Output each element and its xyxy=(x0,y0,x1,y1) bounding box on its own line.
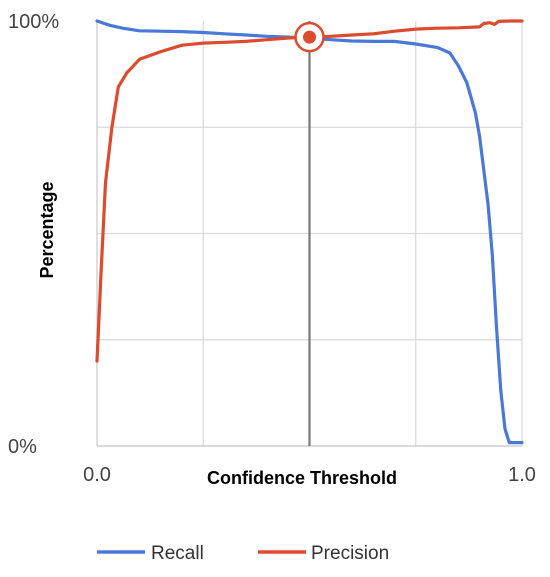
legend-label-recall: Recall xyxy=(151,543,204,564)
marker-layer xyxy=(294,21,325,53)
x-tick-label-0: 0.0 xyxy=(83,464,111,486)
legend: Recall Precision xyxy=(97,543,389,564)
x-axis-title: Confidence Threshold xyxy=(207,468,397,488)
x-tick-label-1: 1.0 xyxy=(508,464,536,486)
y-axis-title: Percentage xyxy=(37,181,57,278)
y-tick-label-0: 0% xyxy=(8,436,37,458)
label-layer: Confidence Threshold Percentage 0% 100% 0.… xyxy=(8,11,536,488)
y-tick-label-1: 100% xyxy=(8,11,59,33)
legend-label-precision: Precision xyxy=(311,543,389,564)
series-line-recall xyxy=(95,19,524,445)
threshold-marker-dot xyxy=(303,30,316,44)
